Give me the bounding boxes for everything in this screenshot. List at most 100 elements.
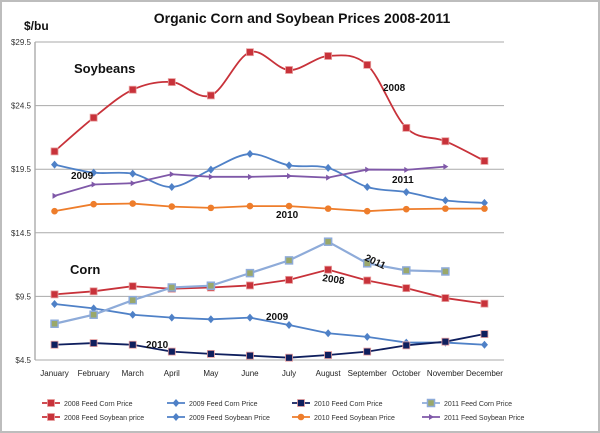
data-point	[323, 237, 333, 246]
data-point	[362, 259, 372, 268]
data-point	[441, 337, 450, 346]
data-point	[480, 299, 489, 308]
x-tick-labels: January February March April May June July Augu…	[40, 369, 503, 378]
data-point	[50, 147, 59, 156]
data-point	[130, 180, 136, 187]
legend-label: 2010 Feed Soybean Price	[314, 415, 395, 422]
data-point	[324, 163, 332, 172]
data-point	[172, 399, 180, 407]
data-point	[402, 266, 411, 275]
data-point	[90, 168, 98, 177]
series-line	[54, 303, 485, 346]
data-point	[441, 294, 450, 302]
data-point	[480, 330, 489, 338]
data-point	[363, 347, 372, 356]
series-line	[54, 333, 485, 359]
x-tick-label: June	[241, 369, 259, 378]
data-point	[363, 60, 372, 69]
y-tick-labels: $4.5 $9.5 $14.5 $19.5 $24.5 $29.5	[11, 38, 32, 365]
data-point	[128, 85, 137, 94]
y-tick-label: $29.5	[11, 38, 32, 47]
series-2011-feed-corn-price	[50, 237, 450, 328]
data-point	[284, 256, 294, 265]
data-point	[51, 160, 59, 169]
data-point	[480, 198, 488, 207]
data-point	[441, 137, 450, 146]
x-tick-label: January	[40, 369, 68, 378]
data-point	[443, 163, 449, 170]
series-lines	[50, 48, 489, 362]
soy-2011-label: 2011	[392, 175, 414, 186]
series-line	[54, 153, 485, 204]
data-point	[442, 205, 449, 212]
legend-item: 2011 Feed Soybean Price	[422, 414, 525, 422]
data-point	[365, 166, 371, 173]
soy-2009-label: 2009	[71, 171, 94, 182]
x-tick-label: May	[203, 369, 218, 378]
legend-item: 2010 Feed Corn Price	[292, 399, 383, 408]
series-line	[54, 202, 485, 213]
legend-item: 2010 Feed Soybean Price	[292, 413, 395, 422]
x-tick-label: August	[316, 369, 342, 378]
y-tick-label: $24.5	[11, 102, 32, 111]
series-2010-feed-corn-price	[50, 330, 489, 362]
data-point	[441, 196, 449, 205]
legend-item: 2009 Feed Corn Price	[167, 399, 258, 408]
series-line	[54, 165, 446, 197]
data-point	[285, 66, 293, 74]
legend-label: 2011 Feed Soybean Price	[444, 415, 525, 422]
data-point	[208, 173, 214, 180]
corn-label: Corn	[70, 262, 100, 277]
data-point	[324, 205, 332, 212]
x-tick-label: December	[466, 369, 503, 378]
data-point	[128, 295, 137, 305]
soy-2008-label: 2008	[383, 83, 406, 94]
data-point	[287, 172, 293, 179]
series-line	[54, 268, 485, 305]
x-tick-label: October	[392, 369, 421, 378]
data-point	[167, 347, 176, 356]
data-point	[90, 200, 97, 208]
data-point	[207, 204, 215, 212]
data-point	[168, 313, 176, 322]
y-tick-label: $9.5	[15, 292, 31, 301]
data-point	[206, 91, 215, 100]
legend: 2008 Feed Corn Price 2009 Feed Corn Price…	[42, 398, 525, 422]
data-point	[172, 413, 180, 421]
y-tick-label: $19.5	[11, 165, 32, 174]
data-point	[481, 205, 488, 212]
data-point	[297, 399, 305, 407]
data-point	[47, 413, 55, 421]
y-axis-label: $/bu	[24, 19, 49, 33]
data-point	[206, 281, 216, 290]
data-point	[363, 332, 371, 341]
legend-label: 2009 Feed Corn Price	[189, 401, 258, 408]
data-point	[429, 414, 434, 420]
series-2011-feed-soybean-price	[52, 163, 449, 199]
data-point	[363, 276, 372, 285]
data-point	[246, 202, 254, 210]
data-point	[129, 200, 137, 207]
data-point	[128, 340, 137, 349]
x-tick-label: April	[164, 369, 180, 378]
data-point	[89, 113, 98, 122]
corn-2009-label: 2009	[266, 312, 289, 323]
data-point	[168, 183, 176, 192]
data-point	[402, 284, 411, 293]
series-2008-feed-corn-price	[50, 265, 489, 308]
data-point	[426, 398, 436, 408]
x-tick-label: March	[122, 369, 144, 378]
data-point	[246, 313, 254, 322]
data-point	[207, 315, 215, 324]
soybeans-label: Soybeans	[74, 61, 135, 76]
data-point	[247, 173, 253, 180]
data-point	[47, 399, 55, 407]
data-point	[324, 329, 332, 338]
data-point	[324, 52, 333, 60]
data-point	[326, 174, 332, 181]
y-tick-label: $14.5	[11, 229, 32, 238]
legend-label: 2010 Feed Corn Price	[314, 401, 383, 408]
data-point	[363, 183, 371, 192]
data-point	[480, 340, 488, 349]
